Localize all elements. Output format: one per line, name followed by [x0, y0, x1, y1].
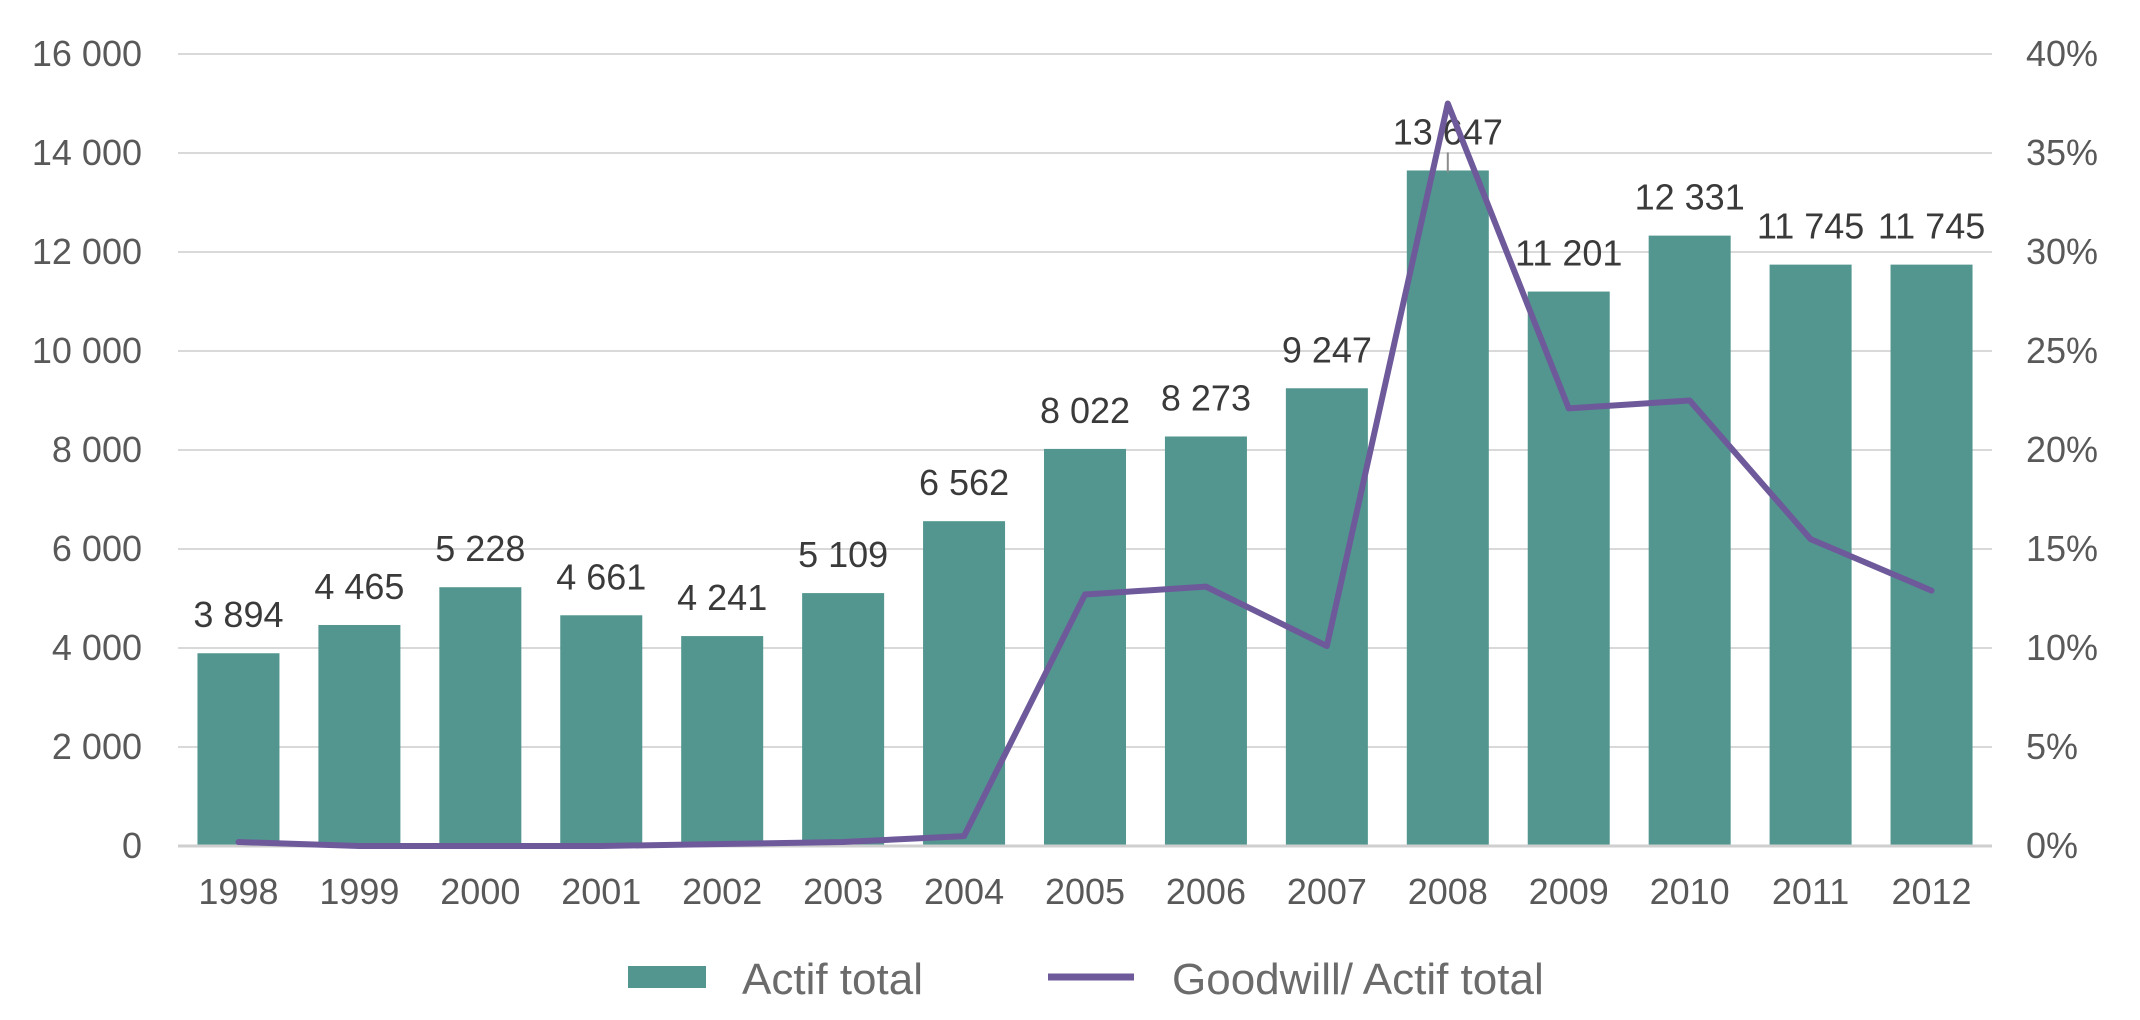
right-tick-label: 5%: [2026, 726, 2078, 767]
x-tick-label: 2003: [803, 871, 883, 912]
bar-value-label: 8 273: [1161, 377, 1251, 418]
left-tick-label: 8 000: [52, 429, 142, 470]
bar-value-label: 8 022: [1040, 390, 1130, 431]
right-tick-label: 30%: [2026, 231, 2098, 272]
right-tick-label: 20%: [2026, 429, 2098, 470]
bar-value-label: 11 745: [1878, 206, 1985, 247]
left-tick-label: 16 000: [32, 33, 142, 74]
bar-2012: [1890, 264, 1973, 846]
legend: Actif total Goodwill/ Actif total: [628, 955, 1544, 1004]
right-tick-label: 10%: [2026, 627, 2098, 668]
bar-2007: [1285, 388, 1368, 846]
bar-value-label: 9 247: [1282, 329, 1372, 370]
bar-value-label: 5 228: [435, 528, 525, 569]
bar-value-label: 5 109: [798, 534, 888, 575]
legend-label-actif-total: Actif total: [742, 955, 923, 1004]
left-tick-label: 2 000: [52, 726, 142, 767]
bar-2002: [681, 636, 764, 846]
bar-2001: [560, 615, 643, 846]
bar-1999: [318, 624, 401, 846]
x-tick-label: 2008: [1408, 871, 1488, 912]
bar-value-label: 3 894: [193, 594, 283, 635]
x-tick-label: 2009: [1529, 871, 1609, 912]
bar-value-label: 12 331: [1635, 177, 1745, 218]
x-axis-ticks: 1998 1999 2000 2001 2002 2003 2004 2005 2006 2007…: [198, 871, 1971, 912]
x-tick-label: 2005: [1045, 871, 1125, 912]
line-series: [235, 100, 1935, 849]
left-tick-label: 6 000: [52, 528, 142, 569]
bar-value-label: 4 241: [677, 577, 767, 618]
bar-value-label: 4 661: [556, 556, 646, 597]
data-labels: 3 894 4 465 5 228 4 661 4 241 5 109 6 562 8 022…: [193, 111, 1985, 635]
left-tick-label: 0: [122, 825, 142, 866]
right-tick-label: 40%: [2026, 33, 2098, 74]
right-axis-ticks: 0% 5% 10% 15% 20% 25% 30% 35% 40%: [2026, 33, 2098, 866]
left-tick-label: 4 000: [52, 627, 142, 668]
bar-2003: [802, 593, 885, 846]
x-tick-label: 2000: [440, 871, 520, 912]
bar-2000: [439, 587, 522, 846]
x-tick-label: 2011: [1772, 871, 1849, 912]
x-tick-label: 2007: [1287, 871, 1367, 912]
bar-2010: [1648, 235, 1731, 847]
x-tick-label: 2001: [561, 871, 641, 912]
bar-2009: [1527, 291, 1610, 846]
x-tick-label: 1999: [319, 871, 399, 912]
legend-label-goodwill: Goodwill/ Actif total: [1172, 955, 1544, 1004]
bar-2006: [1164, 436, 1247, 846]
left-tick-label: 14 000: [32, 132, 142, 173]
bar-2011: [1769, 264, 1852, 846]
x-tick-label: 1998: [198, 871, 278, 912]
right-tick-label: 25%: [2026, 330, 2098, 371]
right-tick-label: 15%: [2026, 528, 2098, 569]
bar-1998: [197, 653, 280, 846]
x-tick-label: 2006: [1166, 871, 1246, 912]
x-tick-label: 2004: [924, 871, 1004, 912]
right-tick-label: 0%: [2026, 825, 2078, 866]
bar-value-label: 13 647: [1393, 111, 1503, 152]
x-tick-label: 2002: [682, 871, 762, 912]
bar-2008: [1406, 170, 1489, 846]
bar-value-label: 6 562: [919, 462, 1009, 503]
bar-series: [197, 170, 1973, 847]
left-tick-label: 12 000: [32, 231, 142, 272]
legend-swatch-actif-total: [628, 966, 706, 988]
bar-value-label: 11 201: [1515, 233, 1622, 274]
right-tick-label: 35%: [2026, 132, 2098, 173]
left-axis-ticks: 0 2 000 4 000 6 000 8 000 10 000 12 000 14 000 1…: [32, 33, 142, 866]
bar-2004: [923, 521, 1006, 846]
bar-value-label: 11 745: [1757, 206, 1864, 247]
x-tick-label: 2012: [1891, 871, 1971, 912]
bar-value-label: 4 465: [314, 566, 404, 607]
x-tick-label: 2010: [1650, 871, 1730, 912]
goodwill-ratio-line: [235, 100, 1935, 849]
left-tick-label: 10 000: [32, 330, 142, 371]
